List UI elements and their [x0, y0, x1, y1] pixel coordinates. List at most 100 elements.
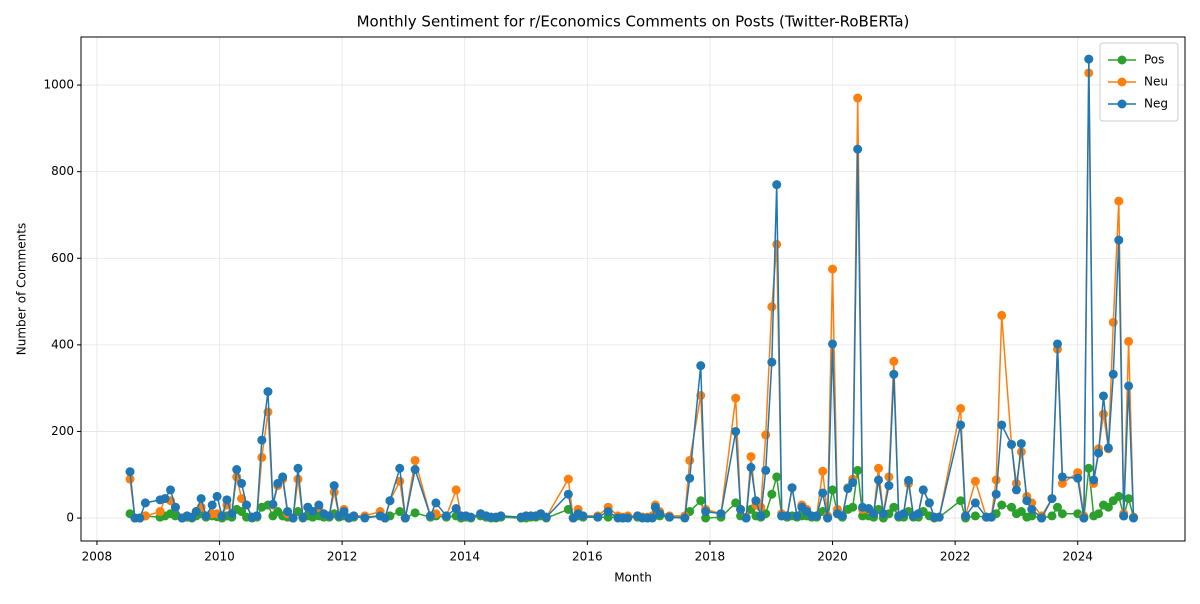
- point: [578, 511, 588, 521]
- point: [1047, 494, 1057, 504]
- point: [1011, 485, 1021, 495]
- point: [360, 513, 370, 523]
- y-tick-label: 1000: [43, 78, 74, 92]
- point: [385, 496, 395, 506]
- point: [1108, 369, 1118, 379]
- point: [496, 511, 506, 521]
- point: [772, 239, 782, 249]
- point: [956, 404, 966, 414]
- chart-title: Monthly Sentiment for r/Economics Commen…: [357, 13, 910, 31]
- point: [593, 512, 603, 522]
- point: [466, 512, 476, 522]
- legend-label: Pos: [1144, 53, 1164, 67]
- point: [731, 426, 741, 436]
- point: [196, 494, 206, 504]
- y-tick-label: 400: [51, 337, 74, 351]
- point: [1108, 317, 1118, 327]
- point: [1129, 513, 1139, 523]
- point: [1073, 473, 1083, 483]
- point: [970, 476, 980, 486]
- x-tick-label: 2024: [1062, 550, 1093, 564]
- point: [828, 485, 838, 495]
- y-tick-label: 200: [51, 424, 74, 438]
- point: [991, 475, 1001, 485]
- y-tick-label: 600: [51, 251, 74, 265]
- point: [997, 500, 1007, 510]
- point: [160, 494, 170, 504]
- point: [843, 484, 853, 494]
- point: [278, 472, 288, 482]
- x-tick-label: 2008: [82, 550, 113, 564]
- point: [848, 502, 858, 512]
- point: [298, 512, 308, 522]
- point: [853, 93, 863, 103]
- point: [1103, 443, 1113, 453]
- point: [746, 452, 756, 462]
- point: [889, 502, 899, 512]
- point: [818, 488, 828, 498]
- point: [451, 504, 461, 514]
- point: [201, 511, 211, 521]
- point: [823, 513, 833, 523]
- point: [761, 465, 771, 475]
- point: [1084, 54, 1094, 64]
- point: [874, 475, 884, 485]
- point: [257, 435, 267, 445]
- point: [1027, 511, 1037, 521]
- point: [212, 491, 222, 501]
- point: [283, 507, 293, 517]
- point: [956, 420, 966, 430]
- point: [395, 507, 405, 517]
- point: [623, 513, 633, 523]
- point: [761, 430, 771, 440]
- point: [696, 361, 706, 371]
- point: [1098, 391, 1108, 401]
- point: [1016, 507, 1026, 517]
- point: [970, 498, 980, 508]
- point: [913, 509, 923, 519]
- point: [1089, 475, 1099, 485]
- point: [349, 511, 359, 521]
- point: [1124, 381, 1134, 391]
- point: [1057, 509, 1067, 519]
- point: [997, 310, 1007, 320]
- x-tick-label: 2016: [572, 550, 603, 564]
- legend-marker: [1117, 99, 1127, 109]
- point: [736, 504, 746, 514]
- point: [756, 511, 766, 521]
- point: [782, 511, 792, 521]
- point: [746, 462, 756, 472]
- point: [1016, 439, 1026, 449]
- point: [878, 509, 888, 519]
- point: [701, 513, 711, 523]
- point: [1052, 339, 1062, 349]
- legend-label: Neu: [1144, 75, 1168, 89]
- y-axis-label: Number of Comments: [15, 223, 29, 355]
- point: [1124, 494, 1134, 504]
- point: [853, 144, 863, 154]
- point: [1098, 409, 1108, 419]
- point: [767, 302, 777, 312]
- point: [874, 463, 884, 473]
- y-tick-label: 800: [51, 164, 74, 178]
- series-line: [129, 72, 1135, 521]
- point: [787, 483, 797, 493]
- point: [257, 452, 267, 462]
- point: [1114, 235, 1124, 245]
- x-axis-label: Month: [614, 571, 652, 585]
- point: [232, 465, 242, 475]
- point: [380, 513, 390, 523]
- point: [1007, 439, 1017, 449]
- point: [395, 463, 405, 473]
- point: [731, 498, 741, 508]
- point: [680, 513, 690, 523]
- point: [685, 455, 695, 465]
- point: [647, 513, 657, 523]
- point: [1057, 472, 1067, 482]
- point: [441, 511, 451, 521]
- point: [731, 393, 741, 403]
- point: [563, 489, 573, 499]
- point: [664, 512, 674, 522]
- point: [956, 496, 966, 506]
- point: [869, 509, 879, 519]
